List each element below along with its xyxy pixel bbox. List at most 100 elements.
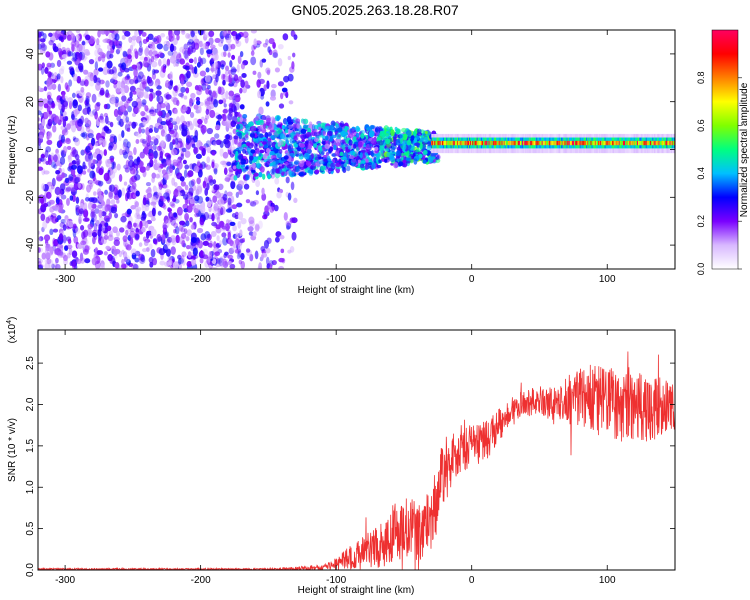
spectrogram-cell	[110, 78, 116, 84]
spectrogram-cell	[214, 133, 220, 139]
spectrogram-cell	[122, 235, 128, 243]
spectrogram-cell	[227, 197, 232, 206]
spectrogram-cell	[142, 170, 147, 178]
spectrogram-cell	[77, 181, 81, 189]
spectrogram-cell	[68, 79, 73, 87]
spectrogram-cell	[171, 118, 177, 123]
spectrogram-cell	[189, 112, 195, 118]
spectrogram-cell	[82, 217, 90, 222]
spectrogram-cell	[95, 219, 100, 227]
spectrogram-cell	[139, 220, 143, 230]
spectrogram-cell	[282, 168, 286, 172]
spectrogram-cell	[124, 67, 130, 73]
spectrogram-cell	[87, 228, 92, 236]
spectrogram-cell	[38, 157, 42, 164]
spectrogram-cell	[211, 221, 218, 227]
spectrogram-cell	[237, 55, 242, 65]
spectrogram-cell	[270, 135, 274, 139]
spectrogram-cell	[208, 30, 215, 38]
spectrogram-cell	[73, 236, 79, 244]
spectrogram-cell	[230, 195, 235, 204]
spectrogram-cell	[225, 90, 229, 100]
spectrogram-cell	[289, 171, 295, 178]
spectrogram-cell	[250, 50, 255, 56]
spectrogram-cell	[76, 75, 82, 84]
spectrogram-cell	[193, 71, 199, 78]
spectrogram-cell	[199, 40, 203, 48]
spectrogram-cell	[416, 132, 423, 136]
spectrogram-cell	[97, 67, 104, 72]
spectrogram-cell	[58, 68, 65, 75]
spectrogram-cell	[150, 248, 156, 258]
spectrogram-cell	[214, 124, 221, 130]
spectrogram-cell	[230, 66, 237, 76]
spectrogram-cell	[305, 131, 312, 137]
spectrogram-cell	[259, 133, 264, 139]
spectrogram-cell	[228, 90, 235, 97]
spectrogram-cell	[222, 108, 228, 114]
x-tick-label: 0	[469, 274, 475, 285]
spectrogram-cell	[245, 124, 251, 130]
spectrogram-cell	[258, 152, 262, 157]
spectrogram-cell	[120, 215, 127, 223]
spectrogram-cell	[41, 183, 45, 191]
spectrogram-cell	[402, 143, 407, 151]
spectrogram-cell	[38, 166, 44, 171]
spectrogram-cell	[410, 135, 415, 140]
spectrogram-cell	[135, 190, 140, 197]
spectrogram-cell	[110, 206, 118, 214]
spectrogram-cell	[99, 118, 106, 124]
spectrogram-cell	[121, 35, 126, 40]
spectrogram-cell	[368, 130, 375, 138]
spectrogram-cell	[225, 208, 233, 213]
colorbar: 0.0 0.2 0.4 0.6 0.8 Normalized spectral ampl…	[696, 29, 750, 275]
spectrogram-cell	[230, 180, 236, 190]
spectrogram-cell	[94, 142, 99, 147]
spectrogram-cell	[172, 261, 179, 269]
spectrogram-cell	[379, 130, 385, 137]
spectrogram-cell	[133, 107, 140, 114]
spectrogram-cell	[109, 137, 115, 143]
spectrogram-cell	[150, 55, 155, 63]
spectrogram-cell	[250, 131, 256, 139]
spectrogram-cell	[150, 228, 157, 237]
spectrogram-cell	[136, 214, 142, 220]
spectrogram-cell	[181, 75, 187, 81]
spectrogram-cell	[235, 78, 240, 84]
spectrogram-cell	[77, 62, 84, 71]
spectrogram-cell	[78, 53, 82, 62]
spectrogram-cell	[240, 79, 245, 88]
spectrogram-cell	[174, 52, 180, 59]
spectrogram-cell	[279, 235, 285, 240]
spectrogram-cell	[257, 155, 262, 161]
spectrogram-cell	[356, 127, 361, 132]
spectrogram-cell	[55, 170, 61, 175]
spectrogram-cell	[360, 149, 367, 153]
spectrogram-cell	[62, 111, 67, 117]
spectrogram-cell	[102, 38, 109, 43]
spectrogram-cell	[208, 90, 212, 96]
spectrogram-cell	[314, 156, 320, 161]
spectrogram-cell	[402, 159, 407, 164]
spectrogram-cell	[80, 86, 85, 93]
spectrogram-cell	[345, 159, 349, 165]
spectrogram-cell	[182, 120, 187, 126]
spectrogram-cell	[90, 137, 96, 147]
spectrogram-cell	[156, 186, 162, 196]
spectrogram-cell	[288, 100, 294, 105]
spectrogram-cell	[64, 82, 69, 90]
spectrogram-cell	[220, 160, 227, 165]
spectrogram-cell	[62, 234, 67, 244]
spectrogram-cell	[375, 126, 379, 133]
spectrogram-cell	[225, 37, 232, 44]
spectrogram-cell	[38, 43, 42, 50]
spectrogram-cell	[121, 62, 127, 71]
spectrogram-cell	[285, 176, 290, 184]
spectrogram-cell	[291, 61, 295, 70]
spectrogram-cell	[56, 30, 61, 34]
spectrogram-cell	[250, 30, 257, 34]
spectrogram-cell	[282, 33, 289, 41]
spectrogram-cell	[186, 70, 191, 79]
spectrogram-cell	[42, 32, 47, 40]
spectrogram-cell	[40, 66, 45, 75]
